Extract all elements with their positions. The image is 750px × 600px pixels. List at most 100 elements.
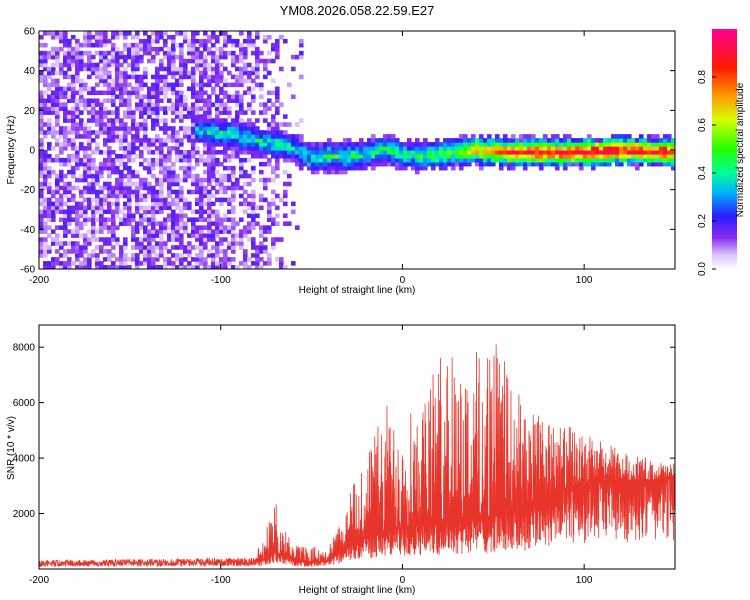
heat-cell <box>183 201 188 207</box>
heat-cell <box>175 237 180 242</box>
heat-cell <box>591 157 596 163</box>
heat-cell <box>183 130 188 135</box>
heat-cell <box>503 138 508 143</box>
heat-cell <box>51 66 56 72</box>
heat-cell <box>635 138 640 143</box>
heat-cell <box>251 201 256 207</box>
heat-cell <box>79 221 84 226</box>
heat-cell <box>175 66 180 72</box>
heat-cell <box>47 86 52 92</box>
heat-cell <box>47 118 52 123</box>
heat-cell <box>91 173 96 179</box>
heat-cell <box>635 153 640 159</box>
heat-cell <box>259 229 264 234</box>
heat-cell <box>111 245 116 250</box>
heat-cell <box>55 249 60 254</box>
heat-cell <box>179 205 184 211</box>
heat-cell <box>39 161 44 167</box>
heat-cell <box>611 150 616 155</box>
heat-cell <box>147 146 152 151</box>
heat-cell <box>207 197 212 203</box>
heat-cell <box>199 134 204 139</box>
heat-cell <box>95 34 100 40</box>
heat-cell <box>183 229 188 234</box>
heat-cell <box>115 169 120 175</box>
heat-cell <box>39 253 44 258</box>
heat-cell <box>147 189 152 195</box>
heat-cell <box>203 90 208 96</box>
heat-cell <box>231 50 236 56</box>
heat-cell <box>163 31 168 36</box>
heat-cell <box>239 50 244 56</box>
heat-cell <box>155 193 160 199</box>
heat-cell <box>467 150 472 155</box>
heat-cell <box>95 62 100 68</box>
heat-cell <box>95 98 100 103</box>
heat-cell <box>147 237 152 242</box>
heat-cell <box>207 201 212 207</box>
heat-cell <box>159 142 164 147</box>
heat-cell <box>199 185 204 191</box>
heat-cell <box>39 249 44 254</box>
heat-cell <box>199 209 204 215</box>
heat-cell <box>143 233 148 238</box>
heat-cell <box>47 165 52 171</box>
heat-cell <box>99 161 104 167</box>
heat-cell <box>199 177 204 183</box>
heat-cell <box>39 165 44 171</box>
heat-cell <box>479 157 484 163</box>
heat-cell <box>87 257 92 262</box>
heat-cell <box>367 150 372 155</box>
heat-cell <box>223 253 228 258</box>
heat-cell <box>135 241 140 246</box>
heat-cell <box>403 150 408 155</box>
heat-cell <box>99 217 104 222</box>
heat-cell <box>111 265 116 269</box>
heat-cell <box>343 169 348 175</box>
heat-cell <box>115 181 120 187</box>
heat-cell <box>39 189 44 195</box>
heat-cell <box>267 134 272 139</box>
heat-cell <box>451 138 456 143</box>
heat-cell <box>115 106 120 111</box>
heat-cell <box>67 189 72 195</box>
heat-cell <box>195 54 200 60</box>
heat-cell <box>215 169 220 175</box>
heat-cell <box>247 38 252 44</box>
heat-cell <box>91 233 96 238</box>
heat-cell <box>271 42 276 48</box>
heat-cell <box>339 150 344 155</box>
heat-cell <box>183 249 188 254</box>
heat-cell <box>159 34 164 40</box>
heat-cell <box>207 249 212 254</box>
heat-cell <box>187 42 192 48</box>
heat-cell <box>219 54 224 60</box>
heat-cell <box>67 153 72 159</box>
heat-cell <box>239 98 244 103</box>
heat-cell <box>115 62 120 68</box>
heat-cell <box>183 62 188 68</box>
heat-cell <box>63 201 68 207</box>
heat-cell <box>539 161 544 167</box>
heat-cell <box>371 134 376 139</box>
heat-cell <box>355 153 360 159</box>
heat-cell <box>199 217 204 222</box>
heat-cell <box>63 146 68 151</box>
heat-cell <box>335 142 340 147</box>
heat-cell <box>343 150 348 155</box>
heat-cell <box>47 142 52 147</box>
heat-cell <box>115 82 120 88</box>
heat-cell <box>131 245 136 250</box>
heat-cell <box>159 74 164 80</box>
heat-cell <box>527 146 532 151</box>
heat-cell <box>39 169 44 175</box>
heat-cell <box>647 161 652 167</box>
heat-cell <box>87 90 92 96</box>
heat-cell <box>199 126 204 131</box>
heat-cell <box>491 142 496 147</box>
heat-cell <box>47 130 52 135</box>
heat-cell <box>279 153 284 159</box>
heat-cell <box>235 58 240 64</box>
heat-cell <box>507 142 512 147</box>
heat-cell <box>47 153 52 159</box>
